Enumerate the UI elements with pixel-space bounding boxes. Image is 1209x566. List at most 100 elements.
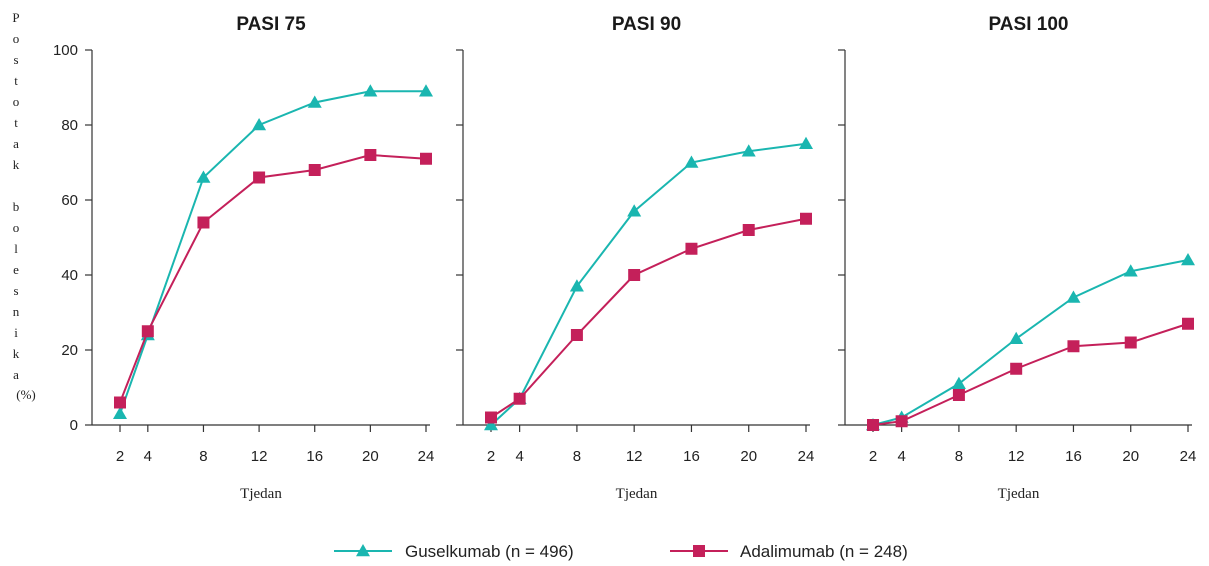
y-axis-label-char: o (13, 220, 20, 235)
x-tick-label: 12 (626, 448, 643, 465)
x-tick-label: 2 (116, 448, 124, 465)
y-tick-label: 80 (61, 117, 78, 134)
x-tick-label: 12 (251, 448, 268, 465)
x-tick-label: 8 (199, 448, 207, 465)
x-tick-label: 2 (487, 448, 495, 465)
data-point-adalimumab (742, 224, 755, 236)
y-tick-label: 100 (53, 42, 78, 59)
x-tick-label: 16 (683, 448, 700, 465)
data-point-adalimumab (895, 415, 908, 428)
y-axis-label-char: s (13, 283, 18, 298)
data-point-adalimumab (308, 164, 321, 176)
data-point-adalimumab (197, 216, 210, 229)
y-axis-label-char: e (13, 262, 19, 277)
series-line-guselkumab (490, 142, 807, 426)
data-point-adalimumab (141, 325, 154, 338)
series-line-guselkumab (872, 259, 1189, 426)
x-tick-label: 16 (1065, 448, 1082, 465)
data-point-adalimumab (685, 242, 698, 255)
panel-title: PASI 100 (989, 14, 1069, 35)
data-point-guselkumab (1009, 331, 1024, 344)
y-tick-label: 60 (61, 192, 78, 209)
y-axis-label-char: s (13, 52, 18, 67)
data-point-adalimumab (420, 152, 432, 165)
y-axis-label-char: a (13, 367, 19, 382)
data-point-guselkumab (113, 406, 127, 419)
data-point-guselkumab (307, 95, 322, 108)
x-axis-label: Tjedan (616, 486, 658, 502)
data-point-adalimumab (513, 392, 526, 405)
panel-title: PASI 75 (236, 14, 306, 35)
x-tick-label: 24 (1180, 448, 1197, 465)
x-tick-label: 24 (798, 448, 815, 465)
data-point-guselkumab (363, 84, 378, 97)
series-line-adalimumab (119, 153, 427, 403)
x-axis-label: Tjedan (998, 486, 1040, 502)
y-tick-label: 20 (61, 342, 78, 359)
y-axis-label-char: i (14, 325, 18, 340)
x-tick-label: 4 (897, 448, 905, 465)
series-line-guselkumab (119, 90, 426, 415)
x-tick-label: 16 (306, 448, 323, 465)
legend: Guselkumab (n = 496) Adalimumab (n = 248) (334, 542, 908, 561)
x-tick-label: 4 (515, 448, 523, 465)
x-tick-label: 24 (418, 448, 435, 465)
data-point-guselkumab (1181, 253, 1195, 266)
y-axis-label-char: o (13, 94, 20, 109)
data-point-adalimumab (1124, 336, 1137, 349)
legend-label-guselkumab: Guselkumab (n = 496) (405, 542, 574, 561)
y-axis-label-char: n (13, 304, 20, 319)
data-point-guselkumab (1123, 264, 1138, 277)
data-point-adalimumab (485, 411, 497, 424)
series-line-adalimumab (490, 217, 807, 419)
y-tick-label: 0 (70, 417, 78, 434)
x-tick-label: 20 (1122, 448, 1139, 465)
data-point-guselkumab (419, 84, 433, 97)
y-tick-label: 40 (61, 267, 78, 284)
x-axis-label: Tjedan (240, 486, 282, 502)
y-axis-label-char: k (13, 346, 20, 361)
data-point-guselkumab (741, 144, 756, 157)
data-point-adalimumab (628, 269, 641, 281)
y-axis-label-char: o (13, 31, 20, 46)
data-point-adalimumab (114, 396, 126, 409)
data-point-adalimumab (1010, 362, 1023, 375)
data-point-guselkumab (569, 279, 584, 292)
data-point-adalimumab (253, 171, 266, 184)
data-point-adalimumab (1067, 340, 1080, 353)
data-point-adalimumab (364, 149, 377, 161)
x-tick-label: 2 (869, 448, 877, 465)
x-tick-label: 4 (144, 448, 152, 465)
x-tick-label: 20 (362, 448, 379, 465)
panel-title: PASI 90 (612, 14, 681, 35)
legend-marker-adalimumab (693, 545, 705, 557)
data-point-adalimumab (867, 419, 879, 431)
data-point-adalimumab (570, 329, 583, 341)
series-line-adalimumab (872, 322, 1189, 426)
data-point-guselkumab (684, 155, 699, 168)
data-point-guselkumab (1066, 290, 1081, 303)
x-tick-label: 20 (740, 448, 757, 465)
y-axis-label-char: t (14, 73, 18, 88)
x-tick-label: 8 (573, 448, 581, 465)
data-point-guselkumab (627, 204, 642, 217)
data-point-adalimumab (952, 389, 965, 401)
data-point-guselkumab (484, 418, 498, 431)
y-axis-label-unit: (%) (16, 387, 36, 402)
data-point-guselkumab (196, 170, 211, 183)
data-point-guselkumab (951, 376, 966, 389)
data-point-adalimumab (1182, 317, 1194, 330)
legend-marker-guselkumab (356, 544, 370, 557)
data-point-guselkumab (799, 136, 813, 149)
y-axis-label-char: k (13, 157, 20, 172)
x-tick-label: 12 (1008, 448, 1025, 465)
y-axis-label-char: a (13, 136, 19, 151)
y-axis-label-char: l (14, 241, 18, 256)
x-tick-label: 8 (955, 448, 963, 465)
data-point-adalimumab (800, 212, 812, 225)
